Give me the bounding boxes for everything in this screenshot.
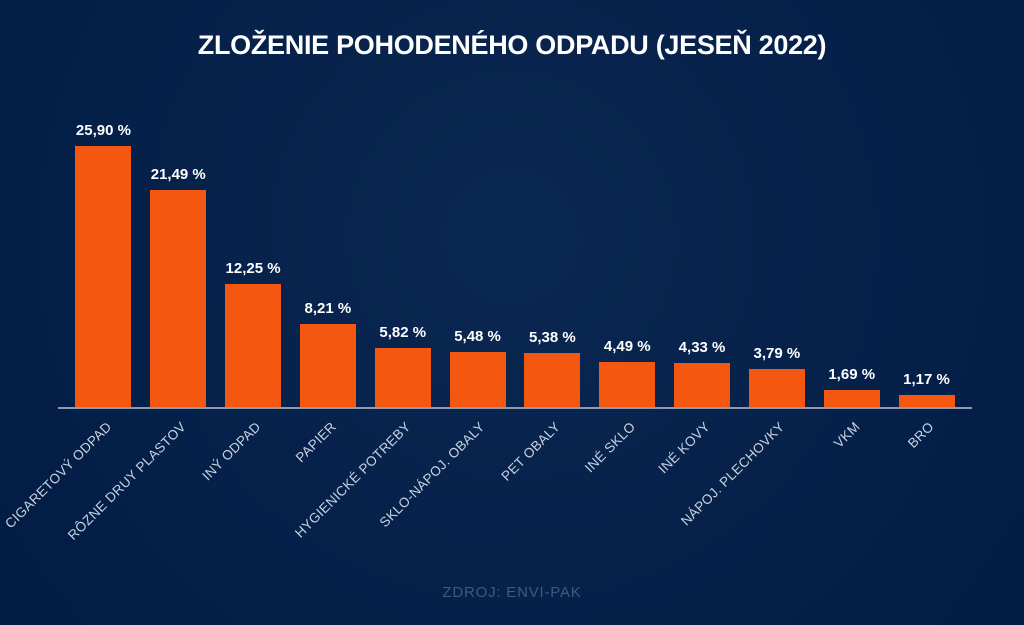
bar-slot: 5,82 % HYGIENICKÉ POTREBY [292, 146, 440, 541]
category-label: INÝ ODPAD [199, 419, 264, 484]
bar-value-label: 12,25 % [225, 260, 281, 277]
bar-slot: 4,49 % INÉ SKLO [581, 146, 665, 475]
category-label: BRO [905, 419, 938, 451]
bar [374, 348, 431, 407]
bar [748, 369, 805, 407]
bar [823, 390, 880, 407]
bar-slot: 1,17 % BRO [889, 146, 964, 451]
category-label: INÉ KOVY [655, 419, 713, 477]
bar [674, 363, 731, 407]
bar [150, 190, 207, 407]
bar-slot: 21,49 % RÔZNE DRUY PLASTOV [65, 146, 216, 543]
bar-slot: 5,38 % PET OBALY [498, 146, 590, 484]
category-label: INÉ SKLO [581, 419, 638, 476]
category-label: VKM [830, 419, 863, 451]
bar-value-label: 1,69 % [828, 366, 876, 383]
category-label: PET OBALY [498, 419, 563, 484]
source-note: ZDROJ: ENVI-PAK [442, 584, 582, 601]
bar-value-label: 25,90 % [75, 122, 131, 139]
bar [75, 146, 132, 407]
bar-slot: 5,48 % SKLO-NÁPOJ. OBALY [377, 146, 515, 530]
chart-title: ZLOŽENIE POHODENÉHO ODPADU (JESEŇ 2022) [197, 30, 827, 60]
bars-row: 25,90 % CIGARETOVÝ ODPAD 21,49 % RÔZNE DRUY… [2, 122, 972, 543]
bar-value-label: 8,21 % [304, 300, 352, 317]
bar-value-label: 4,49 % [603, 338, 651, 355]
bar [599, 362, 656, 407]
bar-value-label: 1,17 % [903, 371, 950, 388]
x-axis-line [58, 407, 972, 409]
bar [225, 284, 282, 407]
bar [898, 395, 955, 407]
category-label: PAPIER [292, 419, 339, 466]
bar-value-label: 5,82 % [379, 324, 427, 341]
bar-value-label: 5,38 % [529, 329, 576, 346]
bar [524, 353, 581, 407]
bar-slot: 4,33 % INÉ KOVY [655, 146, 740, 476]
bar-slot: 25,90 % CIGARETOVÝ ODPAD [2, 122, 141, 531]
bar-chart-plot: 25,90 % CIGARETOVÝ ODPAD 21,49 % RÔZNE DRUY… [2, 122, 972, 543]
bar-value-label: 21,49 % [150, 166, 206, 183]
bar-slot: 8,21 % PAPIER [290, 146, 365, 465]
bar-value-label: 3,79 % [753, 345, 801, 362]
bar-slot: 3,79 % NÁPOJ. PLECHOVKY [678, 146, 814, 528]
bar [449, 352, 506, 407]
bar-slot: 12,25 % INÝ ODPAD [199, 146, 291, 483]
bar-value-label: 4,33 % [678, 339, 726, 356]
bar-value-label: 5,48 % [454, 328, 501, 345]
bar [299, 324, 356, 407]
bar-slot: 1,69 % VKM [814, 146, 889, 451]
